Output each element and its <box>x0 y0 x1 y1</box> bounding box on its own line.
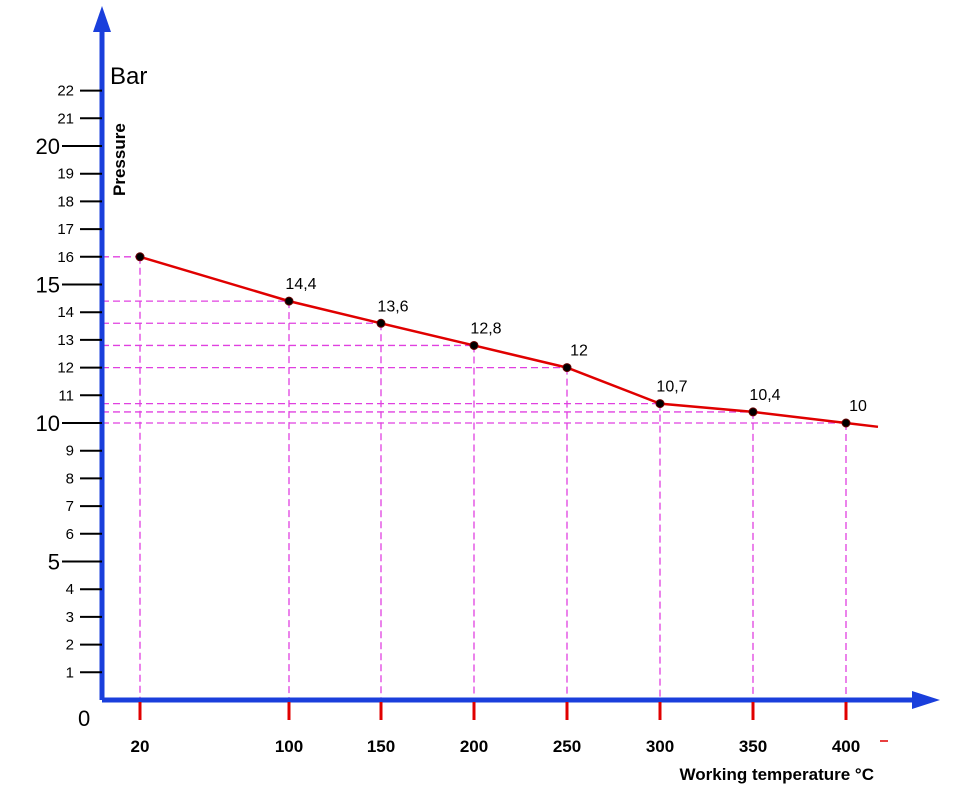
y-tick-label-8: 8 <box>66 470 74 487</box>
data-point-400 <box>841 418 851 428</box>
y-tick-label-9: 9 <box>66 443 74 460</box>
x-ticks: 20 100 150 200 250 300 350 400 <box>131 702 888 756</box>
data-point-350 <box>748 407 758 417</box>
x-tick-label-200: 200 <box>460 737 488 756</box>
data-label-300: 10,7 <box>656 379 687 396</box>
data-point-150 <box>376 318 386 328</box>
y-tick-label-7: 7 <box>66 498 74 515</box>
data-point-300 <box>655 399 665 409</box>
x-tick-label-350: 350 <box>739 737 767 756</box>
x-tick-label-300: 300 <box>646 737 674 756</box>
y-tick-label-18: 18 <box>57 193 74 210</box>
data-label-150: 13,6 <box>377 298 408 315</box>
y-tick-label-12: 12 <box>57 360 74 377</box>
y-tick-label-5: 5 <box>48 550 60 575</box>
y-tick-label-10: 10 <box>36 411 60 436</box>
data-point-100 <box>284 296 294 306</box>
y-tick-label-11: 11 <box>58 387 74 404</box>
x-tick-label-150: 150 <box>367 737 395 756</box>
x-tick-label-100: 100 <box>275 737 303 756</box>
y-tick-label-16: 16 <box>57 249 74 266</box>
y-tick-label-14: 14 <box>57 304 74 321</box>
y-tick-label-21: 21 <box>57 110 74 127</box>
data-label-100: 14,4 <box>285 276 316 293</box>
y-axis-arrow <box>93 6 111 32</box>
data-label-200: 12,8 <box>470 320 501 337</box>
x-axis-arrow <box>912 691 940 709</box>
data-label-350: 10,4 <box>749 387 780 404</box>
data-label-400: 10 <box>849 398 867 415</box>
y-tick-label-4: 4 <box>66 581 74 598</box>
y-tick-label-6: 6 <box>66 526 74 543</box>
x-tick-label-250: 250 <box>553 737 581 756</box>
axes <box>93 6 940 709</box>
x-tick-label-20: 20 <box>131 737 150 756</box>
y-unit-label: Bar <box>110 63 147 90</box>
y-tick-label-15: 15 <box>36 273 60 298</box>
data-point-250 <box>562 363 572 373</box>
y-axis-title: Pressure <box>110 123 129 196</box>
data-point-200 <box>469 340 479 350</box>
y-tick-label-17: 17 <box>57 221 74 238</box>
y-tick-label-1: 1 <box>66 664 74 681</box>
x-tick-label-400: 400 <box>832 737 860 756</box>
series <box>135 252 879 429</box>
y-tick-label-20: 20 <box>36 134 60 159</box>
origin-label: 0 <box>78 706 90 731</box>
data-point-20 <box>135 252 145 262</box>
x-axis-title: Working temperature °C <box>680 765 874 784</box>
y-tick-label-3: 3 <box>66 609 74 626</box>
data-labels: 14,4 13,6 12,8 12 10,7 10,4 10 <box>285 276 867 415</box>
data-label-250: 12 <box>570 343 588 360</box>
y-tick-label-2: 2 <box>66 637 74 654</box>
y-tick-label-22: 22 <box>57 83 74 100</box>
guide-lines <box>102 256 847 700</box>
y-tick-label-13: 13 <box>57 332 74 349</box>
y-tick-label-19: 19 <box>57 166 74 183</box>
